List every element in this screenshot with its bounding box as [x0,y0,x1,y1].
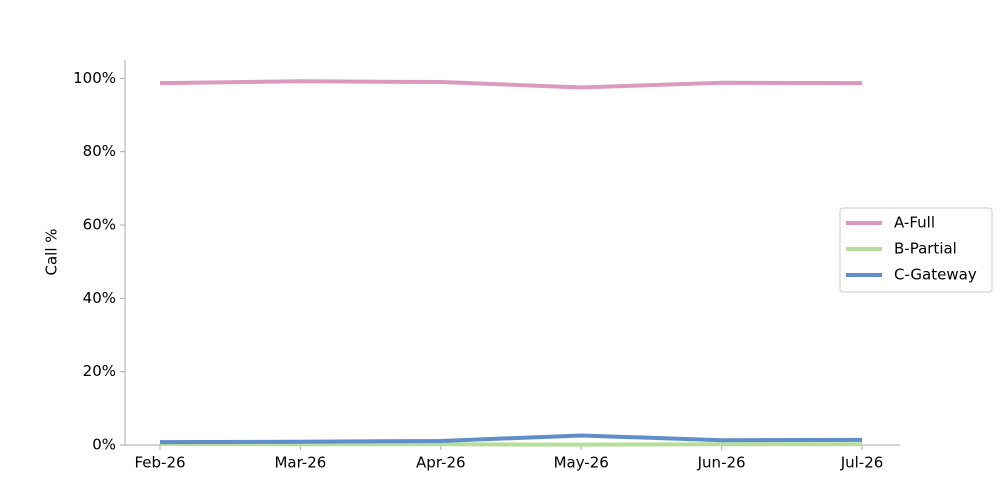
y-tick-label: 0% [92,436,116,454]
y-tick-label: 60% [83,216,116,234]
legend-box [839,207,993,293]
y-tick-label: 100% [73,69,116,87]
legend-label: C-Gateway [894,266,977,284]
legend-label: A-Full [894,214,935,232]
x-tick-label: Feb-26 [134,454,185,472]
y-axis-label: Call % [43,228,61,275]
x-tick-label: Apr-26 [416,454,466,472]
y-tick-label: 20% [83,362,116,380]
x-tick-label: May-26 [554,454,609,472]
line-series [159,433,863,445]
x-tick-label: Mar-26 [274,454,326,472]
y-tick-label: 40% [83,289,116,307]
y-tick-label: 80% [83,142,116,160]
x-tick-label: Jun-26 [697,454,746,472]
line-series [159,441,862,447]
line-series [159,79,863,90]
legend-label: B-Partial [894,240,957,258]
x-tick-label: Jul-26 [840,454,884,472]
